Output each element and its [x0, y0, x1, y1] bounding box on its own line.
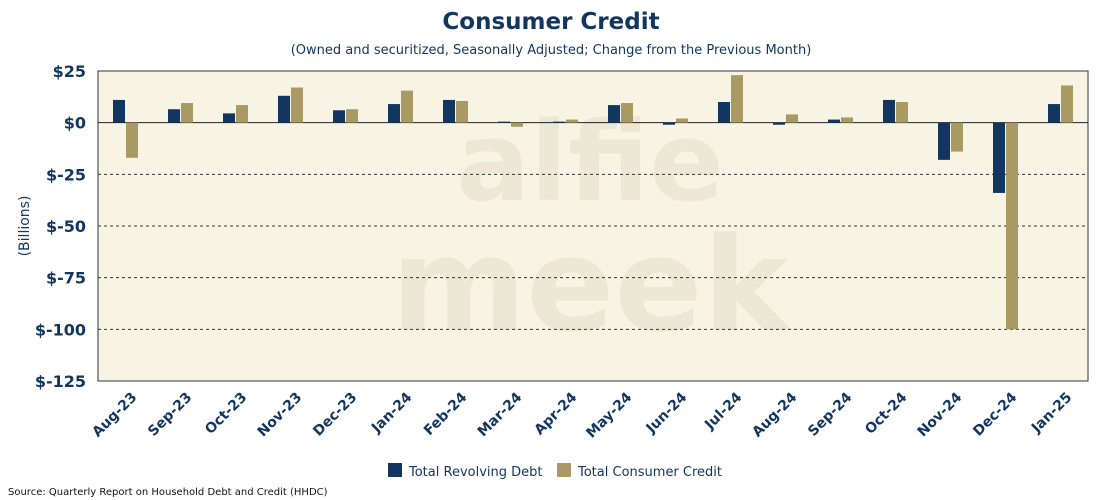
- bar-consumer-nov-24: [951, 122, 963, 152]
- bar-consumer-jan-24: [401, 90, 413, 123]
- legend: Total Revolving Debt Total Consumer Credi…: [388, 463, 722, 480]
- bar-revolving-sep-23: [168, 109, 180, 123]
- gridlines: [98, 122, 1088, 330]
- x-tick-label: Oct-23: [202, 390, 250, 438]
- bars: [113, 75, 1073, 330]
- bar-consumer-nov-23: [291, 87, 303, 123]
- bar-consumer-may-24: [621, 103, 633, 123]
- x-tick-label: May-24: [583, 389, 635, 441]
- x-tick-label: Jan-25: [1028, 390, 1075, 437]
- x-tick-label: Sep-24: [805, 389, 855, 439]
- bar-revolving-mar-24: [498, 121, 510, 123]
- bar-revolving-dec-23: [333, 110, 345, 123]
- x-tick-label: Jul-24: [701, 389, 745, 433]
- bar-revolving-may-24: [608, 105, 620, 123]
- bar-consumer-jun-24: [676, 118, 688, 123]
- x-tick-label: Apr-24: [531, 389, 580, 438]
- bar-consumer-aug-24: [786, 114, 798, 123]
- bar-revolving-aug-23: [113, 99, 125, 123]
- x-tick-label: Nov-24: [915, 389, 966, 440]
- x-tick-label: Oct-24: [862, 389, 910, 437]
- source-note: Source: Quarterly Report on Household De…: [8, 487, 328, 498]
- x-tick-label: Nov-23: [255, 390, 306, 441]
- bar-consumer-dec-24: [1006, 122, 1018, 330]
- bar-consumer-feb-24: [456, 100, 468, 123]
- bar-revolving-apr-24: [553, 121, 565, 123]
- bar-revolving-feb-24: [443, 99, 455, 123]
- y-tick-label: $-75: [46, 269, 86, 288]
- bar-revolving-oct-24: [883, 99, 895, 123]
- bar-revolving-dec-24: [993, 122, 1005, 193]
- bar-revolving-jan-25: [1048, 104, 1060, 123]
- y-tick-label: $-100: [35, 320, 86, 339]
- bar-consumer-jul-24: [731, 75, 743, 123]
- bar-consumer-sep-24: [841, 117, 853, 123]
- x-tick-label: Dec-23: [310, 390, 360, 440]
- x-tick-label: Sep-23: [145, 390, 195, 440]
- bar-consumer-apr-24: [566, 119, 578, 123]
- y-axis-ticks: $25 $0 $-25 $-50 $-75 $-100 $-125: [35, 62, 86, 391]
- bar-revolving-aug-24: [773, 122, 785, 125]
- x-tick-label: Aug-23: [89, 390, 140, 441]
- legend-label-revolving: Total Revolving Debt: [408, 465, 543, 480]
- bar-consumer-aug-23: [126, 122, 138, 158]
- y-tick-label: $-25: [46, 165, 86, 184]
- x-tick-label: Aug-24: [749, 389, 800, 440]
- x-tick-label: Feb-24: [421, 389, 471, 439]
- bar-revolving-jul-24: [718, 102, 730, 123]
- chart-subtitle: (Owned and securitized, Seasonally Adjus…: [291, 43, 812, 58]
- x-tick-label: Jun-24: [643, 389, 691, 437]
- x-axis-ticks: Aug-23 Sep-23 Oct-23 Nov-23 Dec-23 Jan-24 Feb-…: [89, 389, 1075, 441]
- legend-swatch-revolving: [388, 463, 402, 477]
- bar-revolving-jan-24: [388, 104, 400, 123]
- bar-revolving-oct-23: [223, 113, 235, 123]
- y-tick-label: $0: [64, 114, 86, 133]
- bar-revolving-sep-24: [828, 119, 840, 123]
- x-tick-label: Jan-24: [368, 389, 415, 436]
- bar-consumer-oct-24: [896, 102, 908, 123]
- bar-consumer-oct-23: [236, 105, 248, 123]
- x-tick-label: Mar-24: [475, 389, 526, 440]
- y-axis-label: (Billions): [17, 196, 33, 257]
- x-tick-label: Dec-24: [970, 389, 1020, 439]
- bar-consumer-dec-23: [346, 109, 358, 123]
- y-tick-label: $-50: [46, 217, 86, 236]
- bar-consumer-jan-25: [1061, 85, 1073, 123]
- bar-consumer-sep-23: [181, 103, 193, 123]
- y-tick-label: $25: [53, 62, 86, 81]
- watermark-line-2: meek: [391, 209, 792, 361]
- chart-title: Consumer Credit: [442, 9, 659, 35]
- bar-consumer-mar-24: [511, 122, 523, 127]
- bar-revolving-nov-23: [278, 95, 290, 123]
- bar-revolving-nov-24: [938, 122, 950, 160]
- y-tick-label: $-125: [35, 372, 86, 391]
- legend-label-consumer: Total Consumer Credit: [577, 465, 722, 480]
- legend-swatch-consumer: [557, 463, 571, 477]
- watermark-line-1: alfie: [456, 98, 724, 226]
- bar-revolving-jun-24: [663, 122, 675, 125]
- watermark: alfie meek: [391, 98, 792, 361]
